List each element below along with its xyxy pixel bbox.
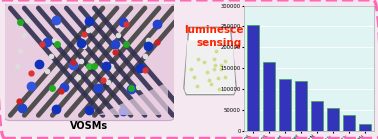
Bar — [311, 101, 323, 131]
Polygon shape — [98, 82, 169, 115]
Text: luminescent
sensing: luminescent sensing — [184, 25, 256, 48]
Polygon shape — [185, 40, 235, 93]
Bar — [295, 81, 307, 131]
Bar — [279, 79, 291, 131]
FancyBboxPatch shape — [4, 3, 175, 121]
Polygon shape — [184, 27, 236, 95]
Text: VOSMs: VOSMs — [70, 121, 108, 131]
Bar — [343, 115, 355, 131]
Bar — [246, 25, 259, 131]
Bar — [359, 124, 372, 131]
Bar — [327, 108, 339, 131]
Bar — [263, 62, 275, 131]
